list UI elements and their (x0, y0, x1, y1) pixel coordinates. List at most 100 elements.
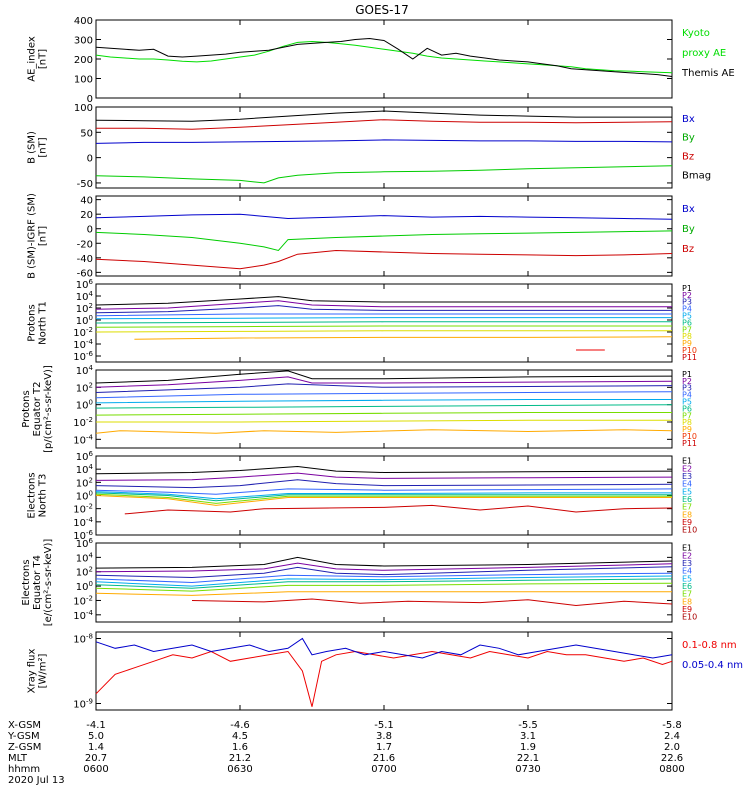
y-tick-label: 50 (80, 128, 93, 139)
axis-row-value: -5.1 (374, 720, 394, 731)
axis-row-value: 22.1 (517, 753, 539, 764)
y-tick-label: 106 (76, 278, 94, 291)
series-line-e7 (95, 493, 672, 504)
y-tick-label: 20 (80, 210, 93, 221)
y-tick-label: 10-8 (73, 633, 93, 646)
axis-row-value: 1.9 (520, 742, 536, 753)
axis-row-value: 1.4 (88, 742, 104, 753)
series-line-e5 (95, 491, 672, 500)
legend-entry: E4 (682, 480, 692, 489)
series-line-e1 (95, 465, 673, 475)
axis-row-value: 3.1 (520, 731, 536, 742)
legend-entry: E4 (682, 567, 692, 576)
panel-3: -60 -40 -20 0 20 40 B (SM)-IGRF (SM) [nT] Bx By Bz (27, 193, 695, 279)
series-line-bx (95, 213, 673, 220)
y-tick-label: 100 (76, 580, 93, 593)
legend-entry: P3 (682, 298, 692, 307)
legend-entry: By (682, 133, 695, 144)
y-tick-label: 10-4 (73, 609, 93, 622)
legend-entry: P6 (682, 318, 692, 327)
y-tick-label: 104 (76, 551, 94, 564)
y-axis-label: North T3 (38, 474, 49, 518)
legend-entry: E8 (682, 510, 692, 519)
series-line-p8 (95, 330, 672, 333)
y-tick-label: 104 (76, 364, 94, 377)
legend-entry: E2 (682, 551, 692, 560)
series-line-e4 (95, 488, 673, 495)
series-line-e1 (95, 556, 673, 569)
axis-row-value: 3.8 (376, 731, 392, 742)
axis-row-value: 0730 (515, 764, 540, 775)
legend-entry: E5 (682, 487, 692, 496)
legend-entry: P3 (682, 384, 692, 393)
y-tick-label: 40 (80, 196, 93, 207)
series-line-p3 (95, 383, 673, 393)
legend-entry: Themis AE (681, 68, 735, 79)
axis-row-value: 0700 (371, 764, 396, 775)
y-tick-label: 104 (76, 290, 94, 303)
panel-1: 0 100 200 300 400 AE_index [nT] Kyoto proxy AE Th… (27, 16, 735, 105)
legend-entry: Kyoto (682, 28, 710, 39)
legend-entry: P8 (682, 418, 692, 427)
series-line-e6 (95, 578, 673, 589)
series-line-e4 (95, 572, 673, 584)
y-axis-label: Electrons (21, 559, 32, 605)
legend-entry: Bz (682, 244, 694, 255)
axis-row-value: 21.2 (229, 753, 251, 764)
series-line-e9 (191, 598, 673, 607)
axis-row-value: -5.5 (518, 720, 538, 731)
series-line-bz (96, 119, 673, 130)
legend-entry: P8 (682, 332, 692, 341)
y-tick-label: 10-2 (73, 326, 93, 339)
legend-entry: E1 (682, 457, 692, 466)
series-line-kyoto-proxy-ae (95, 40, 673, 74)
y-tick-label: 106 (76, 537, 94, 550)
axis-row-value: 20.7 (85, 753, 107, 764)
y-tick-label: 10-2 (73, 416, 93, 429)
axis-row-value: 1.6 (232, 742, 248, 753)
axis-row-label: Y-GSM (7, 731, 40, 742)
panel-8: 10-8 10-9 Xray flux [W/m²] 0.1-0.8 nm 0.05-0.… (27, 631, 743, 711)
series-line-p2 (95, 300, 672, 310)
series-line-by (95, 230, 673, 252)
y-axis-label: B (SM) (27, 131, 38, 164)
axis-row-value: -4.1 (86, 720, 106, 731)
y-axis-label: [W/m²] (38, 653, 49, 688)
legend-entry: E7 (682, 590, 692, 599)
series-line-e9 (124, 504, 673, 515)
y-tick-label: 10-9 (73, 698, 93, 711)
axis-row-value: -5.8 (662, 720, 682, 731)
axis-row-label: MLT (8, 753, 28, 764)
legend-entry: E8 (682, 597, 692, 606)
panel-frame (95, 106, 673, 189)
legend-entry: P9 (682, 425, 692, 434)
y-axis-label: North T1 (38, 301, 49, 345)
panel-2: -50 0 50 100 B (SM) [nT] Bx By Bz Bmag (27, 103, 712, 190)
axis-row-value: 2.4 (664, 731, 680, 742)
legend-entry: E10 (682, 613, 697, 622)
series-line-p5 (95, 317, 672, 320)
series-line-p3 (95, 305, 672, 314)
y-axis-label: AE_index (27, 36, 38, 82)
series-line-p8 (96, 419, 672, 423)
series-line-p9 (134, 336, 673, 340)
axis-row-value: -4.6 (230, 720, 250, 731)
plot-title: GOES-17 (355, 3, 409, 17)
legend-entry: E5 (682, 574, 692, 583)
series-line-bz (95, 249, 673, 270)
y-tick-label: 10-2 (73, 594, 93, 607)
legend-entry: E9 (682, 518, 692, 527)
series-line-p7 (95, 412, 672, 416)
y-tick-label: 0 (87, 225, 93, 236)
legend-entry: proxy AE (682, 48, 726, 59)
series-line-p7 (95, 325, 672, 328)
series-line-p4 (95, 313, 672, 317)
legend-entry: E3 (682, 559, 692, 568)
series-line-bx (95, 139, 673, 144)
y-axis-label: B (SM)-IGRF (SM) (27, 193, 38, 279)
y-tick-label: 102 (76, 381, 93, 394)
y-axis-label: [nT] (38, 226, 49, 246)
series-line-p1 (95, 296, 672, 306)
